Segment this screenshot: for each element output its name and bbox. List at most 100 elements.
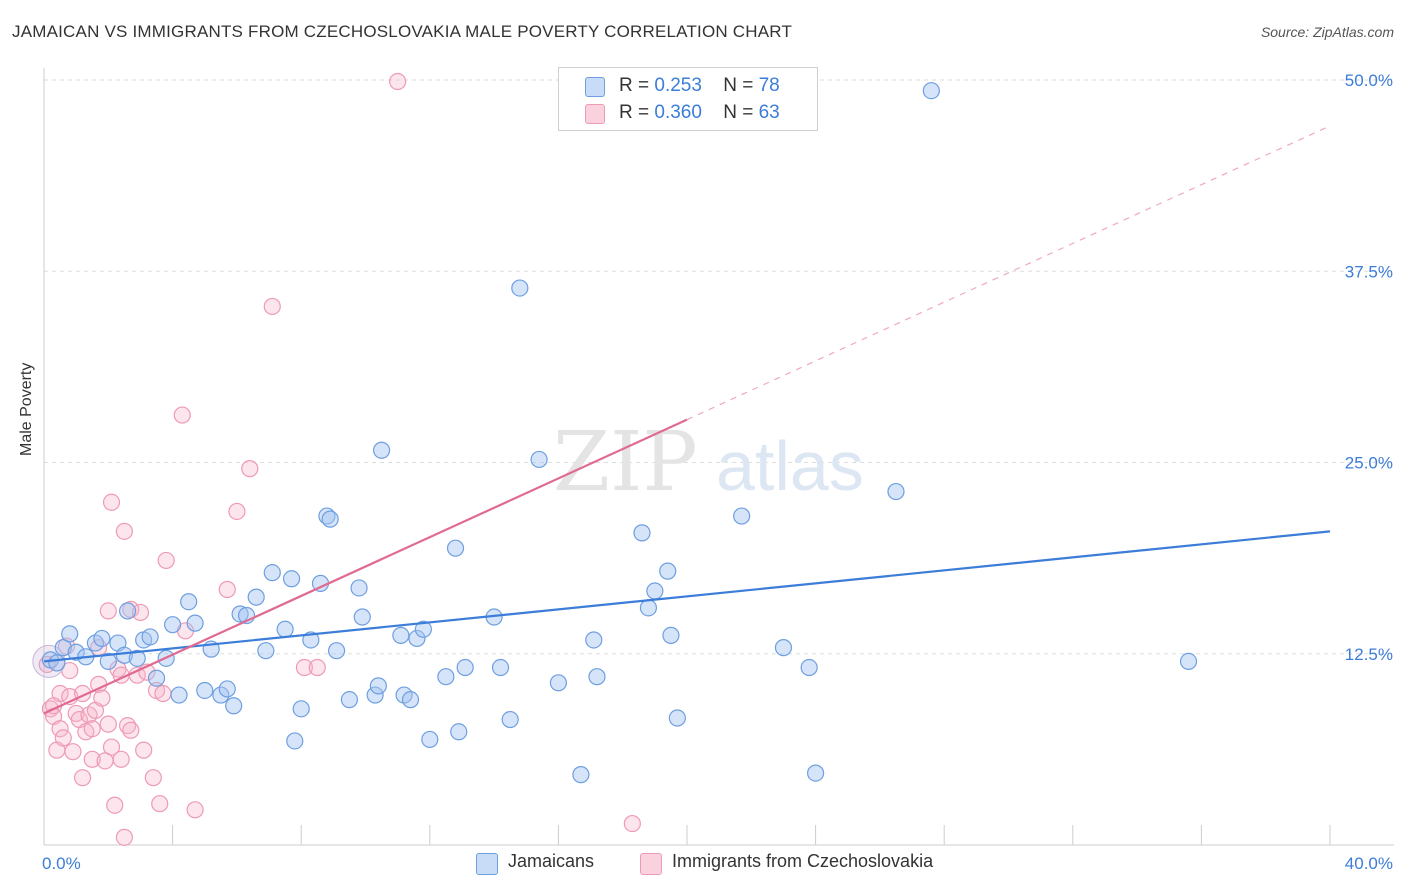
data-point-jamaican (350, 579, 368, 597)
data-point-jamaican (659, 562, 677, 580)
data-point-czechoslovakia (186, 801, 204, 819)
data-point-jamaican (318, 507, 336, 525)
y-axis-label: Male Poverty (18, 362, 35, 456)
data-point-jamaican (646, 582, 664, 600)
legend-n-value: 78 (758, 75, 780, 96)
data-point-jamaican (48, 654, 66, 672)
data-point-czechoslovakia (54, 729, 72, 747)
y-tick-label: 12.5% (1345, 645, 1393, 664)
data-point-jamaican (437, 668, 455, 686)
data-point-jamaican (774, 639, 793, 657)
data-point-czechoslovakia (64, 743, 82, 761)
axes (43, 68, 1394, 846)
data-point-jamaican (491, 658, 510, 677)
data-point-jamaican (257, 642, 275, 660)
data-point-czechoslovakia (228, 502, 246, 521)
data-point-jamaican (401, 691, 420, 709)
data-point-jamaican (800, 658, 818, 677)
gridlines (44, 79, 1394, 655)
trend-lines (43, 125, 1331, 715)
y-tick-label: 37.5% (1345, 262, 1393, 281)
data-point-czechoslovakia (241, 460, 259, 478)
data-point-czechoslovakia (83, 750, 101, 768)
data-point-jamaican (247, 588, 265, 606)
data-point-czechoslovakia (112, 750, 130, 768)
data-point-jamaican (302, 631, 320, 649)
data-point-jamaican (292, 700, 310, 718)
source-label: Source: ZipAtlas.com (1260, 24, 1394, 40)
data-point-jamaican (887, 482, 905, 501)
trend-line-czechoslovakia (43, 418, 688, 715)
legend-n-value: 63 (758, 102, 780, 123)
data-point-jamaican (141, 628, 159, 646)
data-point-jamaican (276, 620, 294, 638)
data-point-jamaican (170, 686, 188, 704)
data-point-jamaican (321, 510, 339, 528)
data-point-jamaican (414, 620, 432, 638)
legend-r-label: R = (619, 102, 650, 123)
data-point-jamaican (572, 766, 590, 784)
data-point-czechoslovakia (263, 297, 281, 316)
series-immigrants-czechoslovakia (32, 72, 641, 846)
data-point-czechoslovakia (144, 769, 162, 787)
data-point-jamaican (1179, 652, 1198, 671)
correlation-legend: R = 0.253 N = 78 R = 0.360 N = 63 (558, 67, 818, 131)
y-tick-label: 25.0% (1345, 454, 1393, 473)
data-point-jamaican (922, 82, 940, 100)
data-point-jamaican (231, 605, 249, 623)
data-point-jamaican (392, 626, 410, 644)
data-point-jamaican (67, 643, 85, 661)
data-point-jamaican (196, 681, 214, 700)
data-point-jamaican (372, 441, 391, 459)
data-point-jamaican (446, 539, 465, 557)
data-point-jamaican (186, 614, 204, 632)
bottom-legend-swatch-pink (640, 853, 662, 875)
data-point-czechoslovakia (115, 522, 133, 540)
data-point-jamaican (93, 629, 111, 648)
data-point-jamaican (662, 626, 680, 644)
data-point-jamaican (282, 570, 301, 588)
trend-line-czechoslovakia-extension (686, 125, 1331, 421)
data-point-jamaican (668, 709, 686, 727)
watermark-zip: ZIP (553, 415, 698, 510)
data-point-czechoslovakia (122, 721, 140, 739)
data-point-czechoslovakia (623, 814, 641, 833)
legend-row-czechoslovakia: R = 0.360 N = 63 (585, 102, 780, 124)
bottom-legend-swatch-blue (476, 853, 498, 875)
legend-swatch-blue (585, 77, 605, 97)
data-point-jamaican (327, 642, 346, 660)
data-point-jamaican (639, 599, 658, 617)
data-point-jamaican (118, 602, 137, 620)
data-point-jamaican (733, 507, 751, 525)
data-point-czechoslovakia (99, 715, 117, 733)
data-point-jamaican (212, 686, 230, 704)
data-point-czechoslovakia (115, 828, 133, 846)
data-point-czechoslovakia (73, 769, 92, 787)
x-tick-label: 40.0% (1345, 854, 1393, 873)
data-point-jamaican (147, 669, 166, 687)
data-point-czechoslovakia (102, 493, 121, 511)
data-point-jamaican (408, 629, 426, 648)
legend-row-jamaicans: R = 0.253 N = 78 (585, 75, 780, 97)
data-point-jamaican (501, 710, 519, 729)
data-point-czechoslovakia (51, 684, 69, 703)
watermark-atlas: atlas (716, 427, 864, 505)
bottom-legend-label: Jamaicans (508, 851, 595, 871)
trend-line-jamaicans (43, 530, 1331, 663)
data-point-czechoslovakia (154, 684, 172, 703)
data-point-jamaican (128, 649, 146, 667)
bottom-legend-label: Immigrants from Czechoslovakia (672, 851, 934, 871)
data-point-jamaican (530, 450, 548, 469)
bottom-legend-czechoslovakia: Immigrants from Czechoslovakia (640, 851, 934, 875)
chart-title: JAMAICAN VS IMMIGRANTS FROM CZECHOSLOVAK… (12, 22, 793, 41)
legend-n-label: N = (723, 102, 754, 123)
data-point-jamaican (633, 524, 651, 542)
data-point-jamaican (369, 677, 387, 695)
data-point-czechoslovakia (135, 741, 153, 759)
data-point-czechoslovakia (308, 658, 326, 677)
x-tick-label: 0.0% (42, 854, 81, 873)
data-point-jamaican (54, 639, 72, 657)
data-point-jamaican (421, 730, 439, 749)
legend-r-value: 0.253 (654, 75, 702, 96)
